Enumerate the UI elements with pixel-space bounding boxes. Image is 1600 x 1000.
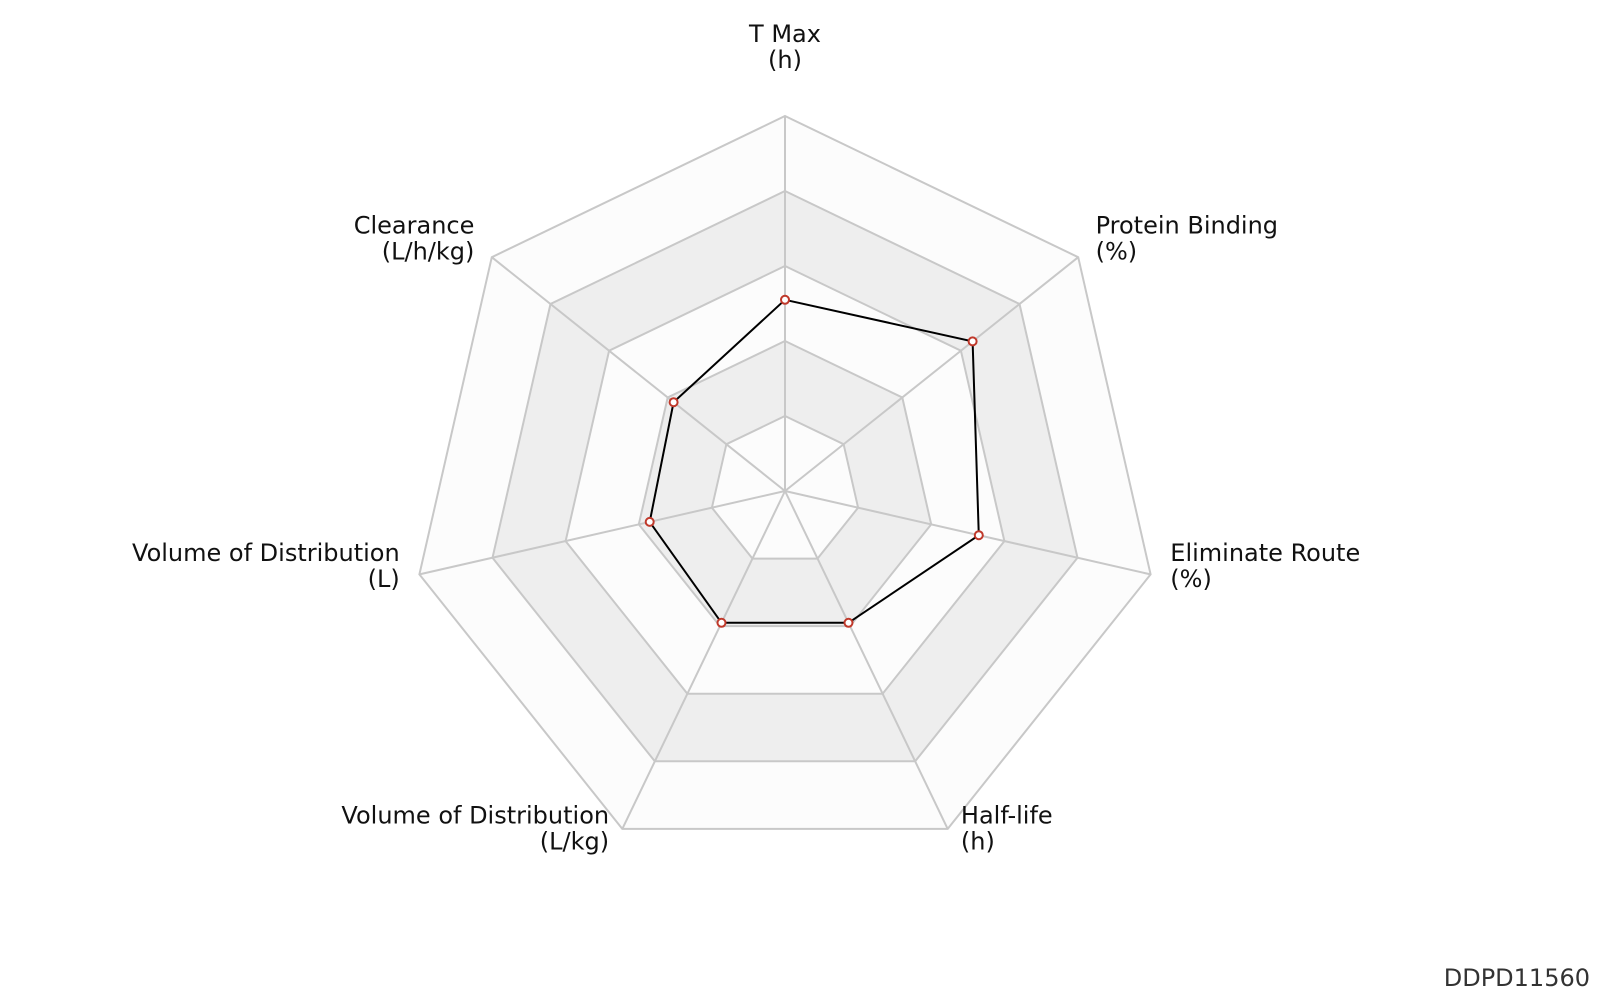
data-point-2 [973,530,984,541]
axis-label-unit-4: (L/kg) [540,828,609,856]
data-point-3 [843,617,854,628]
axis-label-name-0: T Max [748,20,821,48]
axis-label-name-6: Clearance [354,212,475,240]
axis-labels: T Max(h)Protein Binding(%)Eliminate Rout… [132,20,1360,856]
data-point-4 [716,617,727,628]
axis-spoke-4 [621,490,786,830]
axis-spoke-1 [784,256,1079,492]
axis-spoke-3 [784,490,949,830]
axis-label-unit-0: (h) [768,46,802,74]
axis-spoke-2 [784,490,1151,576]
axis-label-unit-5: (L) [368,565,400,593]
axis-label-name-4: Volume of Distribution [341,802,609,830]
data-point-6 [668,397,679,408]
axis-spoke-6 [491,256,786,492]
axis-label-unit-1: (%) [1096,238,1138,266]
axis-label-unit-6: (L/h/kg) [382,238,475,266]
axis-label-name-2: Eliminate Route [1170,539,1360,567]
axis-label-unit-3: (h) [961,828,995,856]
series-line-0 [648,298,980,624]
axis-label-name-5: Volume of Distribution [132,539,400,567]
axis-spoke-5 [419,490,786,576]
axis-label-name-1: Protein Binding [1096,212,1278,240]
data-point-1 [967,336,978,347]
axis-label-name-3: Half-life [961,802,1053,830]
radar-series [644,294,984,628]
watermark-text: DDPD11560 [1443,964,1590,992]
data-point-5 [644,516,655,527]
data-point-0 [780,294,790,305]
axis-label-unit-2: (%) [1170,565,1212,593]
